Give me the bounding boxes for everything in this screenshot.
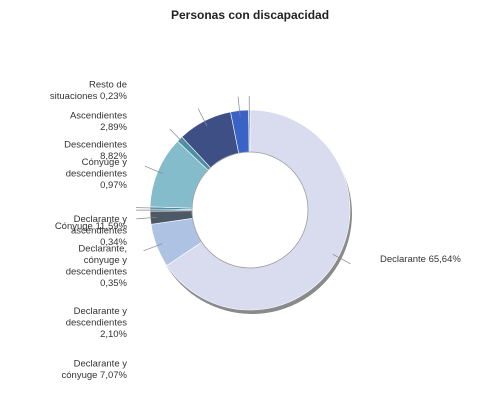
donut-hole [191,151,309,269]
slice-label: Declarante 65,64% [380,254,461,265]
slice-label: Declarante y ascendientes 0,34% [71,214,128,248]
slice-label: Cónyuge 11,59% [55,221,128,232]
chart-title: Personas con discapacidad [170,8,330,22]
slice-label: Resto de situaciones 0,23% [50,80,128,103]
slice-label: Descendientes 8,82% [64,140,127,163]
slice-label: Declarante, cónyuge y descendientes 0,35% [66,244,128,290]
slice-resto-de-situaciones[interactable] [248,109,251,153]
slice-label: Declarante y descendientes 2,10% [66,306,128,340]
leader-line [169,128,185,144]
leader-line [144,165,164,175]
slice-label: Cónyuge y descendientes 0,97% [66,157,128,191]
slice-label: Declarante y cónyuge 7,07% [62,359,128,382]
leader-line [136,216,157,220]
leader-line [237,96,241,117]
leader-line [332,254,351,265]
leader-line [143,243,163,252]
leader-line [197,108,208,127]
slice-label: Ascendientes 2,89% [70,111,128,134]
